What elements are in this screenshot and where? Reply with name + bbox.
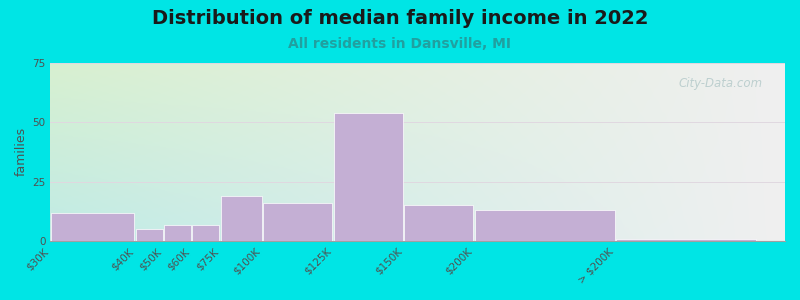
Bar <box>263 203 332 241</box>
Bar <box>616 239 756 241</box>
Bar <box>221 196 262 241</box>
Text: City-Data.com: City-Data.com <box>679 77 763 90</box>
Bar <box>475 210 614 241</box>
Text: All residents in Dansville, MI: All residents in Dansville, MI <box>289 38 511 52</box>
Bar <box>51 213 134 241</box>
Bar <box>136 229 162 241</box>
Y-axis label: families: families <box>15 127 28 176</box>
Bar <box>164 225 191 241</box>
Text: Distribution of median family income in 2022: Distribution of median family income in … <box>152 9 648 28</box>
Bar <box>334 112 403 241</box>
Bar <box>192 225 219 241</box>
Bar <box>404 206 474 241</box>
